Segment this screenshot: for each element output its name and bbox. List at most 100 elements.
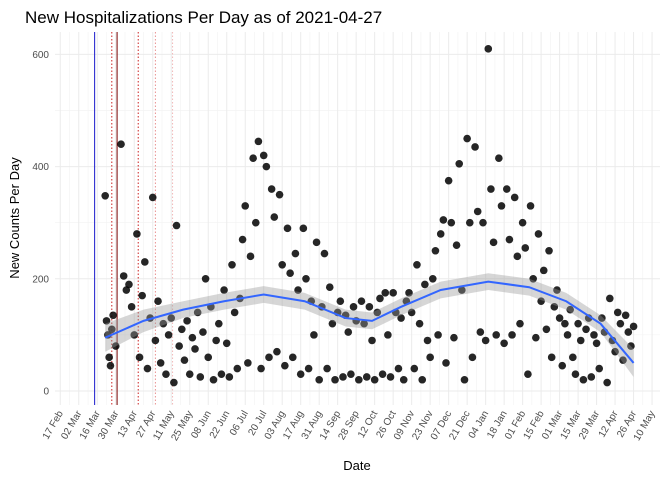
y-tick-label: 0 bbox=[43, 386, 49, 397]
data-point bbox=[545, 246, 553, 255]
data-point bbox=[579, 375, 588, 384]
data-point bbox=[428, 274, 437, 283]
data-point bbox=[299, 224, 308, 233]
y-axis-label: New Counts Per Day bbox=[7, 157, 22, 279]
data-point bbox=[170, 378, 178, 387]
data-point bbox=[558, 361, 567, 370]
data-point bbox=[582, 325, 590, 334]
data-point bbox=[320, 249, 329, 258]
data-point bbox=[450, 333, 458, 342]
data-point bbox=[434, 331, 442, 339]
data-point bbox=[373, 308, 382, 317]
data-point bbox=[473, 207, 482, 216]
data-point bbox=[230, 308, 239, 317]
data-point bbox=[619, 356, 627, 364]
data-point bbox=[529, 274, 537, 283]
data-point bbox=[244, 359, 252, 367]
data-point bbox=[331, 375, 339, 384]
data-point bbox=[238, 235, 247, 244]
data-point bbox=[381, 289, 390, 297]
data-point bbox=[278, 260, 287, 269]
data-point bbox=[389, 289, 397, 297]
data-point bbox=[426, 353, 434, 362]
data-point bbox=[611, 347, 619, 356]
data-point bbox=[130, 331, 139, 339]
data-point bbox=[336, 297, 345, 306]
data-point bbox=[616, 319, 625, 328]
chart-title: New Hospitalizations Per Day as of 2021-… bbox=[25, 8, 382, 27]
data-point bbox=[108, 325, 116, 334]
data-point bbox=[360, 319, 368, 328]
data-point bbox=[563, 331, 572, 339]
data-point bbox=[204, 353, 213, 362]
data-point bbox=[526, 202, 535, 210]
data-point bbox=[418, 375, 427, 384]
data-point bbox=[368, 336, 376, 345]
data-point bbox=[553, 286, 561, 294]
data-point bbox=[291, 249, 300, 258]
data-point bbox=[384, 331, 392, 339]
data-point bbox=[397, 314, 405, 322]
data-point bbox=[629, 322, 638, 331]
data-point bbox=[127, 303, 136, 311]
data-point bbox=[505, 235, 514, 244]
data-point bbox=[399, 375, 408, 384]
data-point bbox=[484, 45, 493, 53]
y-tick-label: 400 bbox=[32, 162, 49, 173]
data-point bbox=[251, 218, 260, 227]
data-point bbox=[431, 246, 440, 255]
data-point bbox=[119, 272, 128, 280]
data-point bbox=[452, 241, 461, 249]
data-point bbox=[362, 373, 371, 381]
data-point bbox=[590, 331, 598, 339]
data-point bbox=[542, 325, 551, 334]
data-point bbox=[281, 361, 289, 370]
data-point bbox=[151, 336, 160, 345]
data-point bbox=[410, 364, 419, 373]
data-point bbox=[133, 230, 141, 238]
data-point bbox=[423, 336, 432, 345]
data-point bbox=[592, 339, 601, 348]
data-point bbox=[178, 325, 186, 334]
data-point bbox=[188, 333, 197, 342]
data-point bbox=[185, 370, 194, 378]
data-point bbox=[339, 373, 347, 381]
smooth-line bbox=[104, 280, 635, 364]
data-point bbox=[378, 370, 387, 378]
data-point bbox=[436, 230, 445, 238]
data-point bbox=[481, 336, 490, 345]
data-point bbox=[328, 319, 337, 328]
data-point bbox=[386, 373, 395, 381]
data-point bbox=[598, 314, 606, 322]
data-point bbox=[225, 373, 234, 381]
data-point bbox=[355, 375, 363, 384]
data-point bbox=[508, 331, 516, 339]
data-point bbox=[275, 190, 284, 199]
data-point bbox=[267, 185, 276, 193]
data-point bbox=[365, 303, 374, 311]
data-point bbox=[561, 319, 569, 328]
data-point bbox=[550, 303, 559, 311]
y-tick-label: 200 bbox=[32, 274, 49, 285]
data-point bbox=[468, 353, 477, 362]
y-tick-label: 600 bbox=[32, 50, 49, 61]
data-point bbox=[500, 339, 508, 348]
data-point bbox=[209, 375, 218, 384]
data-point bbox=[257, 364, 265, 373]
data-point bbox=[164, 331, 173, 339]
data-point bbox=[465, 218, 474, 227]
data-point bbox=[315, 375, 323, 384]
data-point bbox=[537, 297, 545, 306]
data-point bbox=[349, 303, 358, 311]
data-point bbox=[460, 375, 469, 384]
data-point bbox=[201, 274, 210, 283]
data-point bbox=[246, 252, 255, 261]
data-point bbox=[111, 342, 120, 350]
data-point bbox=[413, 260, 421, 269]
data-point bbox=[283, 224, 292, 233]
data-point bbox=[518, 218, 527, 227]
data-point bbox=[606, 294, 614, 303]
data-point bbox=[286, 269, 294, 277]
data-point bbox=[265, 353, 273, 362]
